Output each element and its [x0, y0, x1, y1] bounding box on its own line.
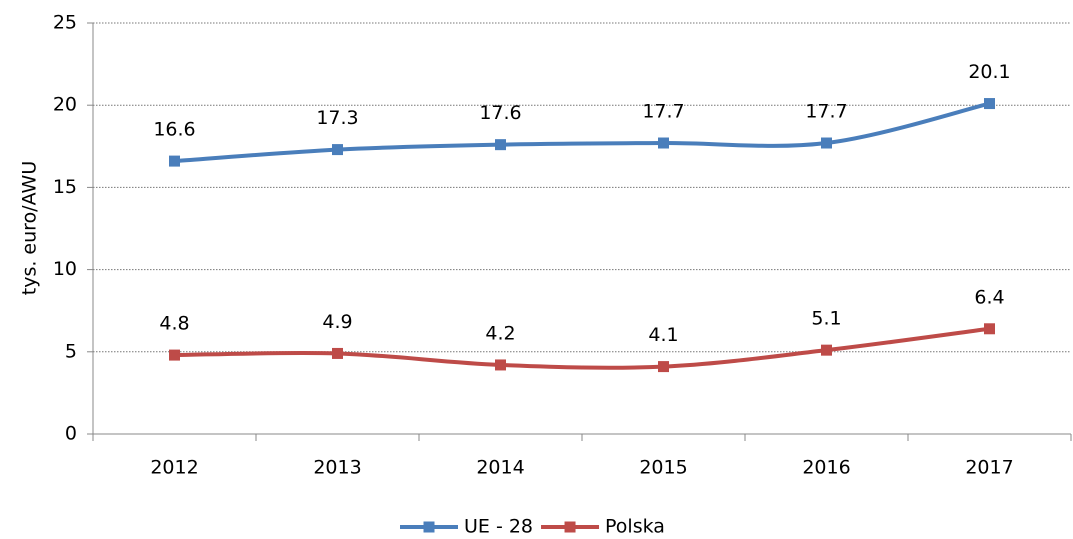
- legend-marker: [423, 521, 435, 533]
- data-label: 20.1: [968, 61, 1010, 83]
- data-label: 4.8: [159, 313, 189, 335]
- data-label: 4.1: [648, 324, 678, 346]
- y-tick-label: 0: [65, 423, 77, 445]
- data-label: 17.7: [642, 101, 684, 123]
- point-marker: [495, 359, 506, 371]
- y-tick-label: 15: [53, 176, 77, 198]
- x-tick-label: 2016: [802, 457, 850, 479]
- point-marker: [821, 344, 832, 356]
- x-tick-label: 2013: [313, 457, 361, 479]
- y-tick-label: 25: [53, 12, 77, 34]
- point-marker: [332, 347, 343, 359]
- legend-label: Polska: [605, 516, 665, 538]
- point-marker: [169, 349, 180, 361]
- x-tick-label: 2015: [639, 457, 687, 479]
- x-tick-label: 2014: [476, 457, 524, 479]
- point-marker: [821, 137, 832, 149]
- point-marker: [169, 155, 180, 167]
- point-marker: [495, 139, 506, 151]
- y-tick-label: 20: [53, 94, 77, 116]
- y-axis-label: tys. euro/AWU: [19, 161, 41, 295]
- y-tick-label: 5: [65, 340, 77, 362]
- point-marker: [984, 323, 995, 335]
- x-tick-label: 2017: [965, 457, 1013, 479]
- data-label: 16.6: [153, 119, 195, 141]
- data-label: 6.4: [974, 286, 1004, 308]
- point-marker: [332, 144, 343, 156]
- data-label: 5.1: [811, 308, 841, 330]
- data-label: 4.2: [485, 322, 515, 344]
- point-marker: [984, 98, 995, 110]
- data-label: 4.9: [322, 311, 352, 333]
- legend-marker: [564, 521, 576, 533]
- point-marker: [658, 361, 669, 373]
- y-tick-label: 10: [53, 258, 77, 280]
- data-label: 17.7: [805, 101, 847, 123]
- series-line: [174, 101, 990, 164]
- point-marker: [658, 137, 669, 149]
- x-tick-label: 2012: [150, 457, 198, 479]
- data-label: 17.6: [479, 102, 521, 124]
- legend-label: UE - 28: [464, 516, 533, 538]
- series-line: [174, 326, 990, 370]
- data-label: 17.3: [316, 107, 358, 129]
